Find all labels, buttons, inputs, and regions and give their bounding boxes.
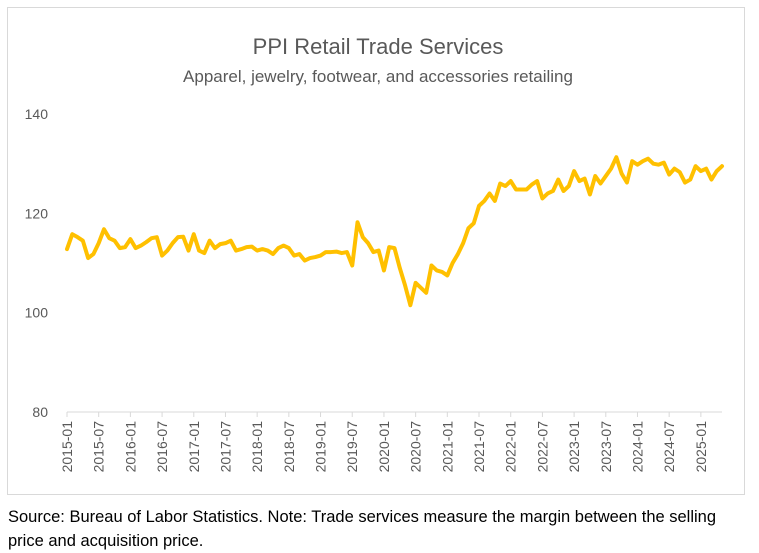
x-tick-label: 2020-07 bbox=[408, 421, 424, 473]
series-layer bbox=[65, 155, 724, 308]
x-tick-label: 2015-07 bbox=[91, 421, 107, 473]
x-tick-label: 2021-01 bbox=[439, 421, 455, 473]
x-tick-label: 2022-07 bbox=[534, 421, 550, 473]
x-tick-label: 2022-01 bbox=[503, 421, 519, 473]
chart-frame: PPI Retail Trade Services Apparel, jewel… bbox=[7, 7, 745, 495]
x-tick-label: 2015-01 bbox=[59, 421, 75, 473]
series-line bbox=[65, 155, 724, 308]
y-tick-label: 80 bbox=[32, 404, 48, 420]
source-note: Source: Bureau of Labor Statistics. Note… bbox=[8, 508, 717, 550]
y-tick-label: 100 bbox=[25, 305, 49, 321]
x-tick-label: 2018-07 bbox=[281, 421, 297, 473]
chart-svg: PPI Retail Trade Services Apparel, jewel… bbox=[25, 34, 724, 473]
x-tick-label: 2021-07 bbox=[471, 421, 487, 473]
chart-title: PPI Retail Trade Services bbox=[253, 34, 504, 59]
x-tick-label: 2017-01 bbox=[186, 421, 202, 473]
x-tick-label: 2023-01 bbox=[566, 421, 582, 473]
x-tick-label: 2017-07 bbox=[217, 421, 233, 473]
y-tick-label: 120 bbox=[25, 205, 49, 221]
y-tick-label: 140 bbox=[25, 106, 49, 122]
x-tick-label: 2019-07 bbox=[344, 421, 360, 473]
x-tick-label: 2019-01 bbox=[313, 421, 329, 473]
x-tick-label: 2023-07 bbox=[598, 421, 614, 473]
y-axis: 80 100 120 140 bbox=[25, 106, 49, 420]
x-tick-label: 2024-01 bbox=[629, 421, 645, 473]
x-axis: 2015-01 2015-07 2016-01 2016-07 2017-01 2017-… bbox=[59, 411, 722, 473]
x-tick-label: 2018-01 bbox=[249, 421, 265, 473]
x-tick-label: 2016-01 bbox=[122, 421, 138, 473]
x-tick-label: 2024-07 bbox=[661, 421, 677, 473]
x-tick-label: 2020-01 bbox=[376, 421, 392, 473]
x-tick-label: 2025-01 bbox=[693, 421, 709, 473]
chart-subtitle: Apparel, jewelry, footwear, and accessor… bbox=[183, 67, 573, 86]
x-tick-label: 2016-07 bbox=[154, 421, 170, 473]
